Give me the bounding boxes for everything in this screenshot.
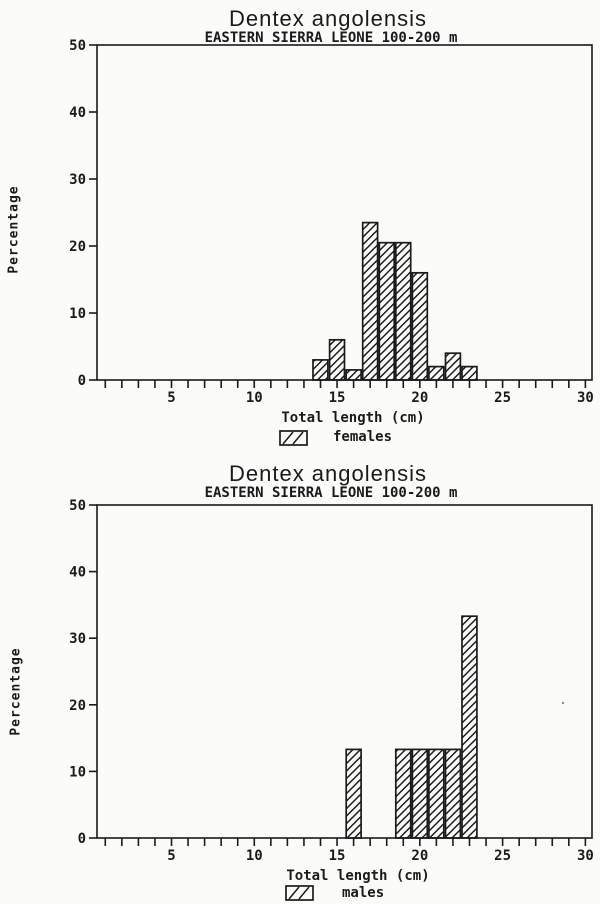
histogram-females: 0 10 20 30 40 50 5 10 15 20 25 30 [69, 38, 594, 446]
bar-20cm [411, 748, 429, 839]
y-tick-label: 30 [69, 172, 86, 188]
chart2-y-axis-label: Percentage [8, 647, 24, 736]
x-tick-label: 15 [329, 848, 346, 864]
x-tick-label: 5 [167, 848, 175, 864]
bar-15cm [328, 338, 346, 381]
x-tick-label: 30 [577, 848, 594, 864]
y-tick-label: 20 [69, 239, 86, 255]
bar-21cm [428, 365, 445, 381]
chart1-x-axis-label: Total length (cm) [281, 410, 425, 426]
chart2-title: Dentex angolensis [228, 461, 427, 486]
x-tick-label: 5 [167, 390, 175, 406]
y-tick-label: 30 [69, 631, 86, 647]
y-tick-label: 50 [69, 498, 86, 514]
legend-swatch-hatch [285, 885, 314, 901]
y-tick-label: 0 [78, 831, 86, 847]
y-tick-label: 0 [78, 373, 86, 389]
y-tick-label: 10 [69, 764, 86, 780]
bar-22cm [444, 748, 462, 839]
scan-speck [561, 701, 565, 705]
histogram-males: 0 10 20 30 40 50 5 10 15 20 25 30 [69, 498, 594, 901]
y-tick-label: 50 [69, 38, 86, 54]
y-tick-label: 10 [69, 306, 86, 322]
legend-swatch-hatch [279, 430, 308, 446]
bar-22cm [444, 352, 462, 381]
x-tick-label: 10 [246, 848, 263, 864]
x-tick-label: 10 [246, 390, 263, 406]
bar-23cm [461, 365, 478, 381]
chart1-y-axis-label: Percentage [6, 185, 22, 274]
chart1-subtitle: EASTERN SIERRA LEONE 100-200 m [204, 30, 458, 46]
bar-19cm [394, 748, 412, 839]
bar-20cm [411, 271, 429, 381]
bar-16cm [345, 748, 362, 839]
bar-23cm [461, 615, 478, 839]
y-tick-label: 40 [69, 565, 86, 581]
bar-21cm [428, 748, 445, 839]
x-tick-label: 15 [329, 390, 346, 406]
chart2-x-axis-label: Total length (cm) [286, 868, 430, 884]
chart1-title: Dentex angolensis [228, 6, 427, 31]
x-tick-label: 25 [494, 390, 511, 406]
chart2-subtitle: EASTERN SIERRA LEONE 100-200 m [204, 485, 458, 501]
plot-frame [96, 44, 593, 381]
chart1-legend-label-females: females [333, 429, 393, 445]
x-tick-label: 25 [494, 848, 511, 864]
bar-18cm [378, 241, 396, 381]
plot-frame [96, 504, 593, 839]
y-tick-label: 20 [69, 698, 86, 714]
x-tick-label: 30 [577, 390, 594, 406]
bar-17cm [361, 221, 379, 381]
x-tick-label: 20 [411, 390, 428, 406]
chart2-legend-label-males: males [342, 885, 385, 901]
bar-14cm [312, 359, 329, 381]
bar-19cm [394, 241, 412, 381]
y-tick-label: 40 [69, 105, 86, 121]
x-tick-label: 20 [411, 848, 428, 864]
bar-16cm [345, 369, 362, 381]
